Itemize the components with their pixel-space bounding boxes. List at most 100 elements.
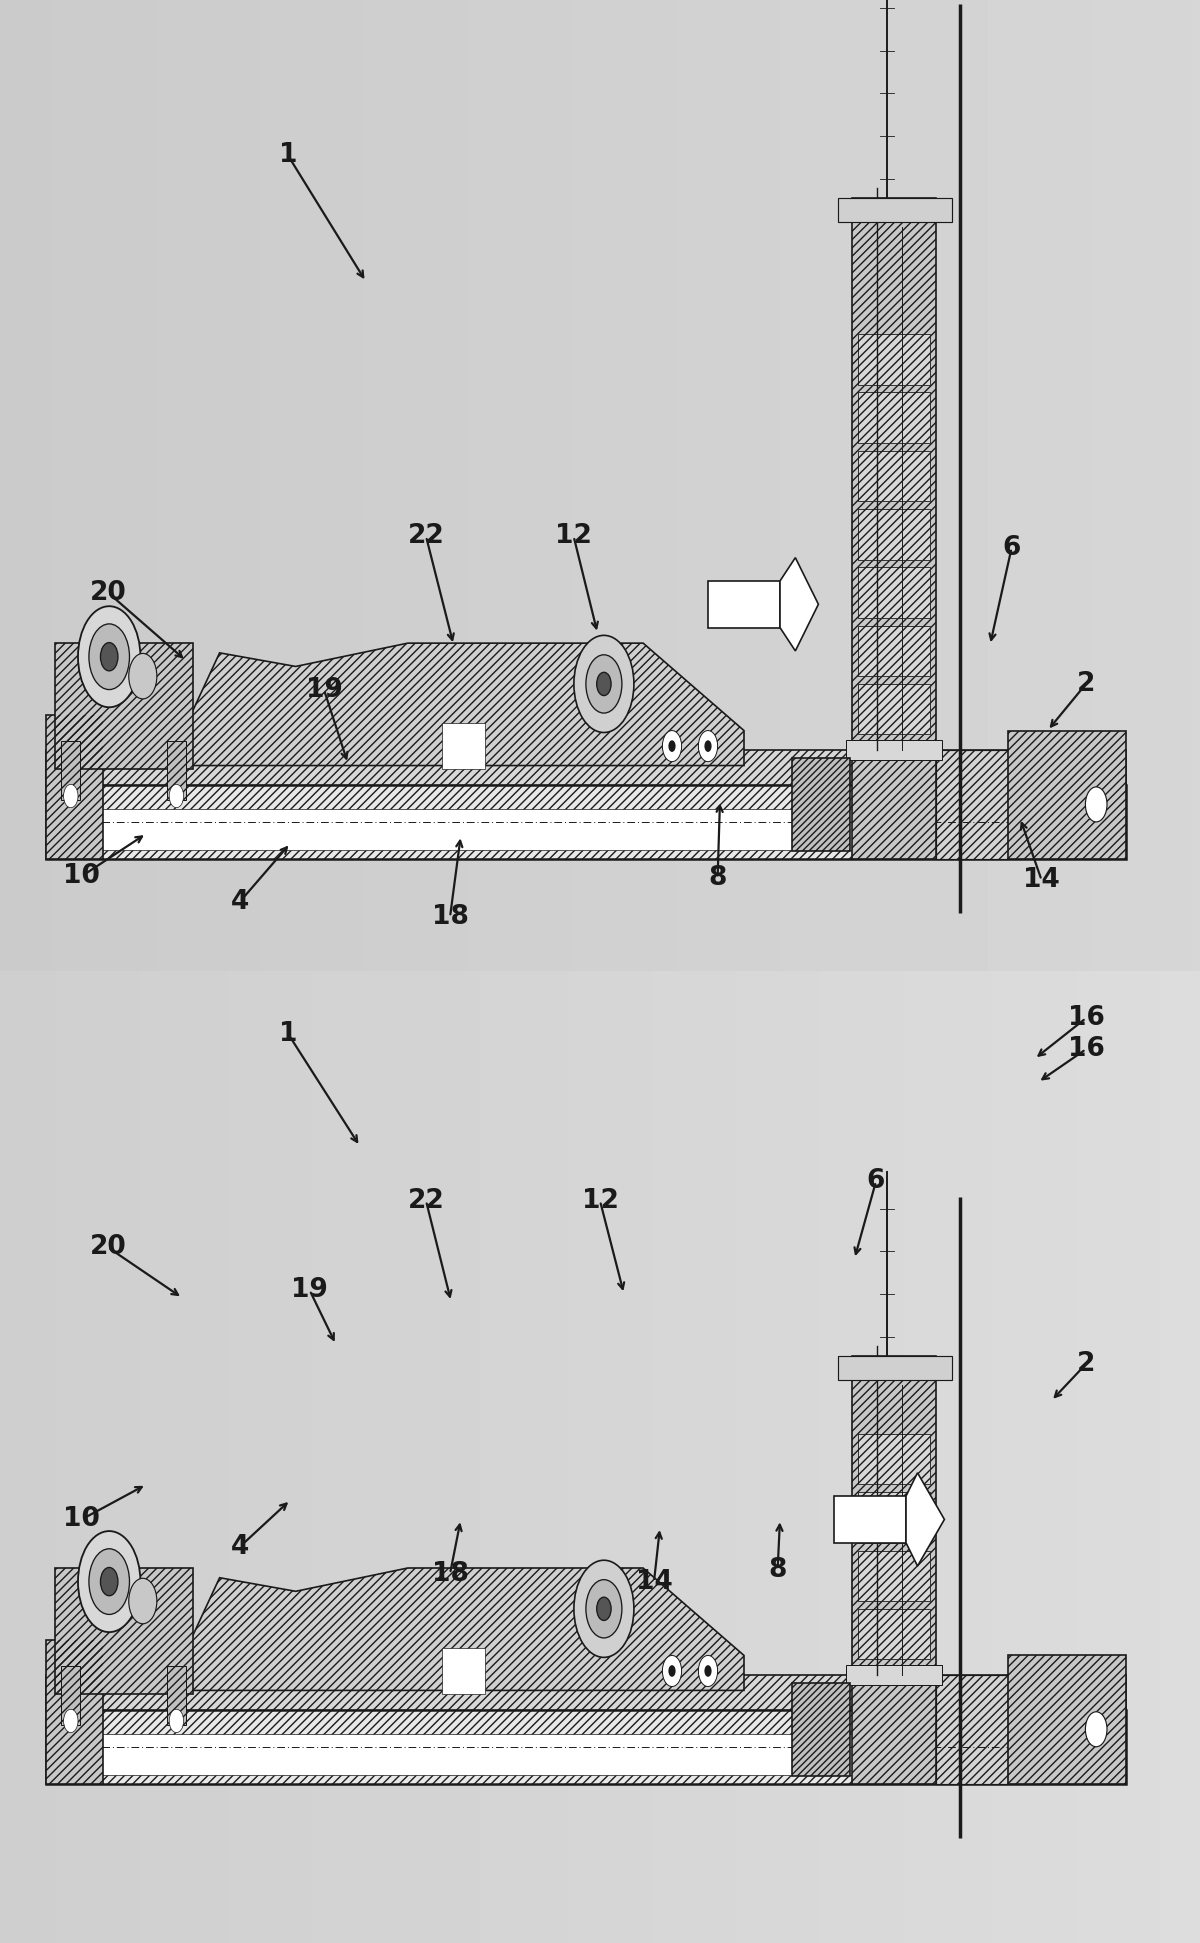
Text: 2: 2	[1076, 670, 1096, 698]
Bar	[61, 742, 80, 801]
Circle shape	[128, 1578, 157, 1624]
Circle shape	[78, 606, 140, 707]
Text: 19: 19	[292, 1277, 328, 1304]
Bar	[46, 715, 103, 859]
Bar	[46, 1710, 1126, 1784]
Circle shape	[596, 672, 611, 696]
Bar	[852, 1356, 936, 1784]
Bar	[858, 1551, 930, 1601]
Circle shape	[78, 1531, 140, 1632]
Bar	[46, 1675, 1126, 1710]
Bar	[858, 334, 930, 385]
Bar	[1008, 731, 1126, 859]
Bar	[1008, 731, 1126, 859]
Circle shape	[1086, 787, 1108, 822]
Bar	[46, 1640, 103, 1784]
Bar	[858, 684, 930, 734]
Bar	[858, 1609, 930, 1659]
Bar	[858, 567, 930, 618]
Bar	[167, 1667, 186, 1725]
Polygon shape	[184, 1568, 744, 1690]
Text: 14: 14	[636, 1568, 672, 1595]
Bar	[792, 758, 850, 851]
Text: 8: 8	[768, 1556, 787, 1584]
Circle shape	[586, 1580, 622, 1638]
Bar	[61, 1667, 80, 1725]
Bar	[858, 451, 930, 501]
Bar	[936, 750, 1008, 859]
Circle shape	[586, 655, 622, 713]
Text: 16: 16	[1068, 1005, 1104, 1032]
Bar	[858, 1434, 930, 1484]
Circle shape	[704, 1665, 712, 1677]
Text: 20: 20	[90, 579, 126, 606]
Bar	[858, 334, 930, 385]
Text: 20: 20	[90, 1234, 126, 1261]
Polygon shape	[906, 1473, 944, 1566]
Text: 1: 1	[278, 142, 298, 169]
Bar	[858, 1609, 930, 1659]
Text: 18: 18	[432, 903, 468, 931]
Circle shape	[668, 740, 676, 752]
Bar	[46, 715, 103, 859]
Text: 12: 12	[582, 1187, 618, 1214]
Text: 14: 14	[1024, 867, 1060, 894]
Bar	[167, 1667, 186, 1725]
Bar	[936, 1675, 1008, 1784]
Bar	[852, 198, 936, 859]
Bar	[792, 1683, 850, 1776]
Bar	[61, 1667, 80, 1725]
Bar	[858, 626, 930, 676]
Text: 4: 4	[230, 1533, 250, 1560]
Bar	[936, 750, 1008, 859]
Text: 8: 8	[708, 865, 727, 892]
Bar	[167, 742, 186, 801]
Text: 19: 19	[306, 676, 342, 703]
Circle shape	[64, 785, 78, 808]
Bar	[55, 643, 193, 769]
Bar	[858, 392, 930, 443]
Circle shape	[169, 1710, 184, 1733]
Circle shape	[1086, 1712, 1108, 1747]
Polygon shape	[184, 643, 744, 766]
Bar	[1008, 1655, 1126, 1784]
Circle shape	[89, 624, 130, 690]
Polygon shape	[780, 558, 818, 651]
Circle shape	[128, 653, 157, 699]
Bar	[442, 1648, 485, 1694]
Bar	[708, 581, 780, 628]
Bar	[55, 1568, 193, 1694]
Bar	[46, 785, 1126, 859]
Bar	[46, 1675, 1126, 1710]
Text: 6: 6	[1002, 534, 1021, 562]
Bar	[858, 1492, 930, 1543]
Text: 12: 12	[556, 523, 592, 550]
Bar	[1008, 1655, 1126, 1784]
Bar	[46, 1710, 1126, 1784]
Text: 22: 22	[408, 1187, 444, 1214]
Bar	[858, 451, 930, 501]
Circle shape	[574, 635, 634, 733]
Bar	[61, 742, 80, 801]
Circle shape	[662, 731, 682, 762]
Bar	[838, 1356, 952, 1380]
Circle shape	[698, 1655, 718, 1687]
Bar	[852, 1356, 936, 1784]
Bar	[792, 758, 850, 851]
Bar	[46, 750, 1126, 785]
Bar	[858, 392, 930, 443]
Bar	[55, 643, 193, 769]
Text: 6: 6	[866, 1168, 886, 1195]
Bar	[46, 785, 1126, 859]
Text: 2: 2	[1076, 1350, 1096, 1378]
Bar	[46, 750, 1126, 785]
Circle shape	[668, 1665, 676, 1677]
Text: 4: 4	[230, 888, 250, 915]
Circle shape	[574, 1560, 634, 1657]
Circle shape	[698, 731, 718, 762]
Bar	[846, 740, 942, 760]
Bar	[846, 1665, 942, 1685]
Bar	[442, 723, 485, 769]
Bar	[858, 509, 930, 560]
Circle shape	[101, 1568, 118, 1595]
